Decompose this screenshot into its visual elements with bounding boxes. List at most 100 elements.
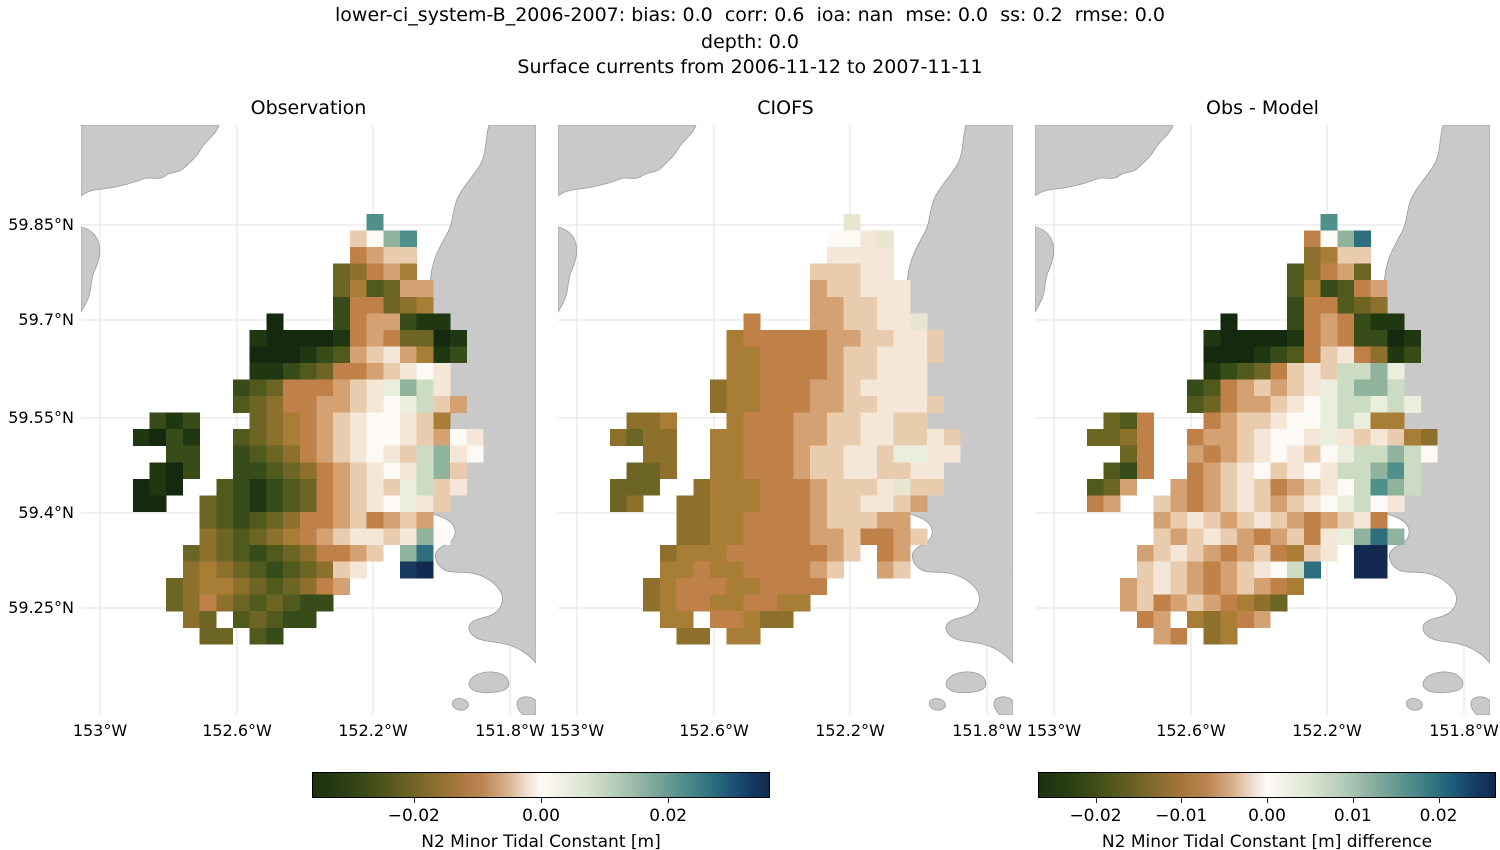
- raster-cell: [383, 396, 401, 413]
- raster-cell: [843, 296, 861, 314]
- raster-cell: [249, 329, 267, 347]
- raster-cell: [466, 429, 484, 446]
- raster-cell: [793, 412, 811, 430]
- raster-cell: [810, 495, 828, 513]
- raster-cell: [743, 396, 761, 413]
- raster-cell: [843, 511, 861, 529]
- raster-cell: [910, 528, 928, 546]
- raster-cell: [1220, 511, 1238, 529]
- raster-cell: [366, 545, 384, 562]
- raster-cell: [1153, 511, 1171, 529]
- raster-cell: [860, 280, 878, 297]
- raster-cell: [1270, 379, 1288, 397]
- raster-cell: [299, 396, 317, 413]
- raster-cell: [760, 329, 777, 347]
- raster-cell: [299, 545, 317, 562]
- raster-cell: [349, 495, 367, 513]
- figure-title-depth: depth: 0.0: [701, 31, 799, 53]
- raster-cell: [1203, 594, 1221, 612]
- raster-cell: [877, 495, 894, 513]
- raster-cell: [166, 462, 184, 479]
- raster-cell: [1287, 280, 1305, 297]
- raster-cell: [1237, 561, 1254, 579]
- raster-cell: [743, 346, 761, 364]
- raster-cell: [877, 280, 894, 297]
- raster-cell: [400, 396, 417, 413]
- colorbar-tickmark: [668, 798, 670, 803]
- raster-cell: [810, 346, 828, 364]
- raster-cell: [710, 478, 727, 496]
- colorbar-tickmark: [541, 798, 542, 803]
- colorbar-tick-label: −0.02: [1069, 806, 1122, 826]
- raster-cell: [216, 478, 234, 496]
- raster-cell: [693, 561, 711, 579]
- raster-cell: [1153, 545, 1171, 562]
- raster-cell: [860, 528, 878, 546]
- raster-cell: [366, 429, 384, 446]
- raster-cell: [1320, 379, 1338, 397]
- raster-cell: [877, 561, 894, 579]
- raster-cell: [1136, 412, 1154, 430]
- raster-cell: [1220, 561, 1238, 579]
- raster-cell: [1220, 313, 1238, 330]
- raster-cell: [1203, 561, 1221, 579]
- raster-cell: [726, 611, 744, 628]
- raster-cell: [943, 429, 961, 446]
- raster-cell: [843, 280, 861, 297]
- raster-cell: [1303, 561, 1321, 579]
- raster-cell: [216, 528, 234, 546]
- raster-cell: [793, 445, 811, 463]
- raster-cell: [433, 478, 451, 496]
- raster-cell: [826, 528, 844, 546]
- raster-cell: [693, 511, 711, 529]
- raster-cell: [1187, 528, 1204, 546]
- raster-cell: [1253, 578, 1271, 595]
- raster-cell: [283, 528, 300, 546]
- raster-cell: [333, 313, 351, 330]
- raster-cell: [416, 561, 434, 579]
- raster-cell: [366, 263, 384, 281]
- raster-cell: [710, 495, 727, 513]
- raster-cell: [860, 247, 878, 264]
- raster-cell: [1270, 363, 1288, 380]
- raster-cell: [366, 296, 384, 314]
- map-panel-ciofs: [557, 124, 1014, 716]
- lat-tick-label: 59.7°N: [18, 310, 74, 329]
- raster-cell: [266, 313, 284, 330]
- raster-cell: [659, 412, 677, 430]
- raster-cell: [366, 511, 384, 529]
- raster-cell: [283, 429, 300, 446]
- raster-cell: [366, 396, 384, 413]
- raster-cell: [316, 495, 334, 513]
- raster-cell: [860, 379, 878, 397]
- raster-cell: [1370, 329, 1388, 347]
- raster-cell: [877, 296, 894, 314]
- raster-cell: [1220, 346, 1238, 364]
- raster-cell: [877, 346, 894, 364]
- raster-cell: [283, 478, 300, 496]
- raster-cell: [416, 528, 434, 546]
- raster-cell: [1187, 445, 1204, 463]
- raster-cell: [349, 429, 367, 446]
- raster-cell: [1404, 462, 1421, 479]
- lat-tick-label: 59.85°N: [8, 215, 74, 234]
- raster-cell: [266, 445, 284, 463]
- raster-cell: [249, 511, 267, 529]
- raster-cell: [1253, 561, 1271, 579]
- raster-cell: [643, 462, 661, 479]
- raster-cell: [1354, 495, 1371, 513]
- raster-cell: [1203, 412, 1221, 430]
- land-polygon: [1422, 671, 1464, 694]
- raster-cell: [1270, 495, 1288, 513]
- raster-cell: [1354, 263, 1371, 281]
- raster-cell: [349, 230, 367, 248]
- raster-cell: [1337, 363, 1355, 380]
- land-polygon: [80, 226, 101, 313]
- raster-cell: [366, 445, 384, 463]
- raster-cell: [1086, 495, 1104, 513]
- raster-cell: [793, 545, 811, 562]
- raster-cell: [1220, 329, 1238, 347]
- raster-cell: [877, 545, 894, 562]
- raster-cell: [843, 396, 861, 413]
- lon-tick-label: 153°W: [1026, 721, 1082, 740]
